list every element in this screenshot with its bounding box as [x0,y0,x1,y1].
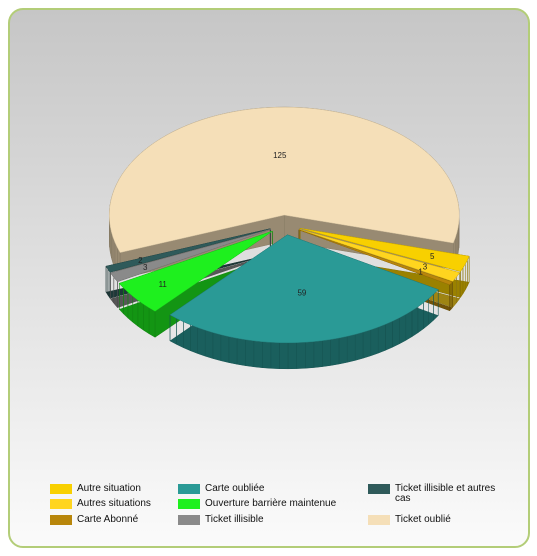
legend-item: Ouverture barrière maintenue [178,499,336,509]
value-label: 1 [418,268,423,277]
value-label: 3 [143,263,148,272]
legend-label: Ouverture barrière maintenue [205,498,337,509]
legend-label: Carte oubliée [205,483,265,494]
legend-label: Carte Abonné [77,514,139,525]
legend-swatch [368,484,390,494]
legend-item: Autres situations [50,499,151,509]
slice [300,228,470,272]
value-label: 125 [273,151,287,160]
legend-item: Carte Abonné [50,515,138,525]
legend-item: Ticket illisible [178,515,264,525]
slice-side [298,229,453,312]
legend-label: Autres situations [77,498,151,509]
value-label: 5 [430,252,435,261]
legend-swatch [50,484,72,494]
legend-label: Ticket illisible et autres cas [395,483,496,504]
legend-label: Autre situation [77,483,141,494]
slice [169,234,439,344]
slice-side [299,227,470,299]
legend-swatch [50,515,72,525]
legend-swatch [178,484,200,494]
value-label: 59 [297,289,306,298]
legend-item: Autre situation [50,484,141,494]
slice [110,229,271,282]
slice [298,229,453,286]
slice [118,230,273,312]
legend-item: Ticket oublié [368,515,498,525]
slice [299,229,461,282]
value-label: 11 [159,280,168,289]
legend-swatch [178,499,200,509]
legend-item: Ticket illisible et autres cas [368,484,498,504]
legend-swatch [368,515,390,525]
value-label: 2 [138,256,143,265]
slice [109,106,460,253]
value-label: 3 [423,263,428,272]
legend-swatch [50,499,72,509]
legend-item: Carte oubliée [178,484,264,494]
legend: Autre situation Autres situations Carte Ab… [50,484,520,534]
legend-swatch [178,515,200,525]
legend-label: Ticket oublié [395,514,451,525]
slice [105,228,271,273]
legend-label: Ticket illisible [205,514,264,525]
